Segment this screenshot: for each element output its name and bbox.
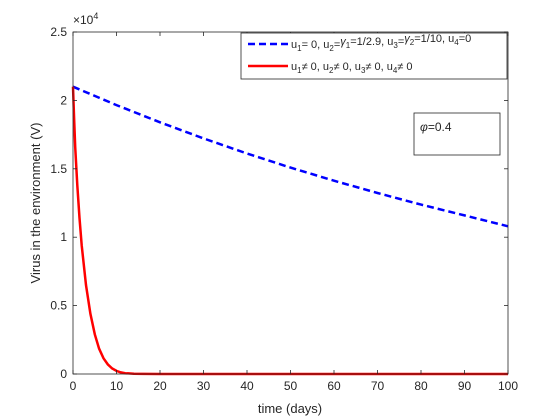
legend-label-series-1: u1= 0, u2=γ1=1/2.9, u3=γ2=1/10, u4=0 [291,33,471,53]
x-tick-label: 40 [240,379,254,393]
y-tick-label: 1.5 [50,162,67,176]
legend-box [240,32,508,80]
x-tick-label: 10 [110,379,124,393]
y-tick-label: 2.5 [50,25,67,39]
x-tick-label: 20 [153,379,167,393]
series-line-1 [72,85,509,228]
phi-symbol: φ [420,120,428,134]
y-tick-label: 0.5 [50,299,67,313]
legend: u1= 0, u2=γ1=1/2.9, u3=γ2=1/10, u4=0 u1≠… [240,32,508,80]
phi-annotation: φ=0.4 [413,112,501,156]
y-axis-label: Virus in the environment (V) [28,123,43,284]
x-tick-label: 50 [284,379,298,393]
y-tick-label: 2 [60,93,67,107]
legend-label-series-2: u1≠ 0, u2≠ 0, u3≠ 0, u4≠ 0 [291,61,413,75]
x-tick-label: 30 [197,379,211,393]
x-tick-label: 90 [458,379,472,393]
annotation-box [413,112,501,156]
x-tick-label: 0 [70,379,77,393]
x-axis-label: time (days) [258,401,322,416]
axes-layer: 0 10 20 30 40 50 60 70 80 90 100 0 0.5 1 1.5 2 2.5 [50,25,518,393]
x-tick-label: 60 [327,379,341,393]
plot-area [73,32,508,374]
y-tick-label: 1 [60,230,67,244]
phi-value: =0.4 [428,120,452,134]
y-tick-label: 0 [60,367,67,381]
x-tick-label: 80 [414,379,428,393]
annotation-label: φ=0.4 [420,120,452,134]
y-exponent-label: ×104 [73,11,98,27]
x-tick-label: 70 [371,379,385,393]
x-tick-label: 100 [498,379,518,393]
